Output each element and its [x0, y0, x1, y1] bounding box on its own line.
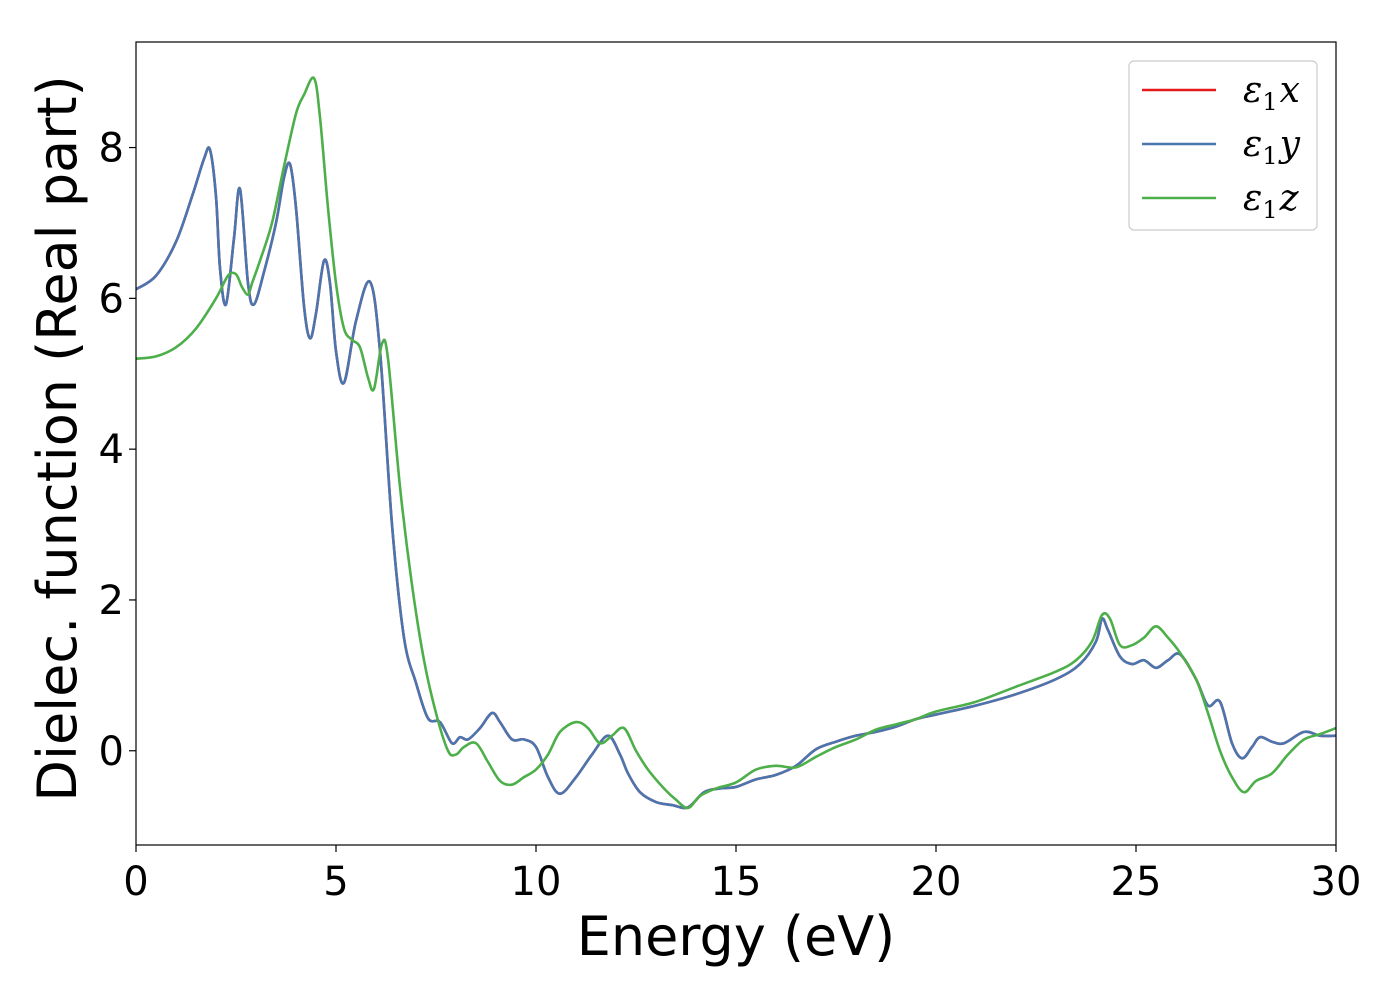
- plot-lines: [136, 76, 1336, 810]
- x-tick-label: 15: [711, 859, 762, 905]
- series-line-x: [136, 146, 1336, 810]
- x-tick-label: 0: [123, 859, 148, 905]
- x-tick-label: 5: [323, 859, 348, 905]
- legend: ε1x ε1y ε1z: [1128, 60, 1318, 231]
- series-line-y: [136, 146, 1336, 810]
- legend-label-x: ε1x: [1243, 70, 1300, 116]
- y-tick-label: 0: [99, 729, 124, 775]
- y-tick-label: 6: [99, 276, 124, 322]
- legend-box: [1128, 60, 1318, 231]
- series-line-z: [136, 76, 1336, 810]
- y-tick-label: 4: [99, 427, 124, 473]
- y-axis-ticks: 0 2 4 6 8: [99, 126, 136, 775]
- x-axis-ticks: 0 5 10 15 20 25 30: [123, 845, 1361, 905]
- x-tick-label: 25: [1111, 859, 1162, 905]
- y-axis-label: Dielec. function (Real part): [26, 75, 89, 801]
- legend-label-y: ε1y: [1243, 124, 1301, 170]
- x-tick-label: 30: [1311, 859, 1362, 905]
- legend-label-z: ε1z: [1243, 178, 1300, 224]
- y-tick-label: 2: [99, 578, 124, 624]
- x-tick-label: 20: [911, 859, 962, 905]
- x-axis-label: Energy (eV): [577, 905, 896, 968]
- y-tick-label: 8: [99, 126, 124, 172]
- x-tick-label: 10: [511, 859, 562, 905]
